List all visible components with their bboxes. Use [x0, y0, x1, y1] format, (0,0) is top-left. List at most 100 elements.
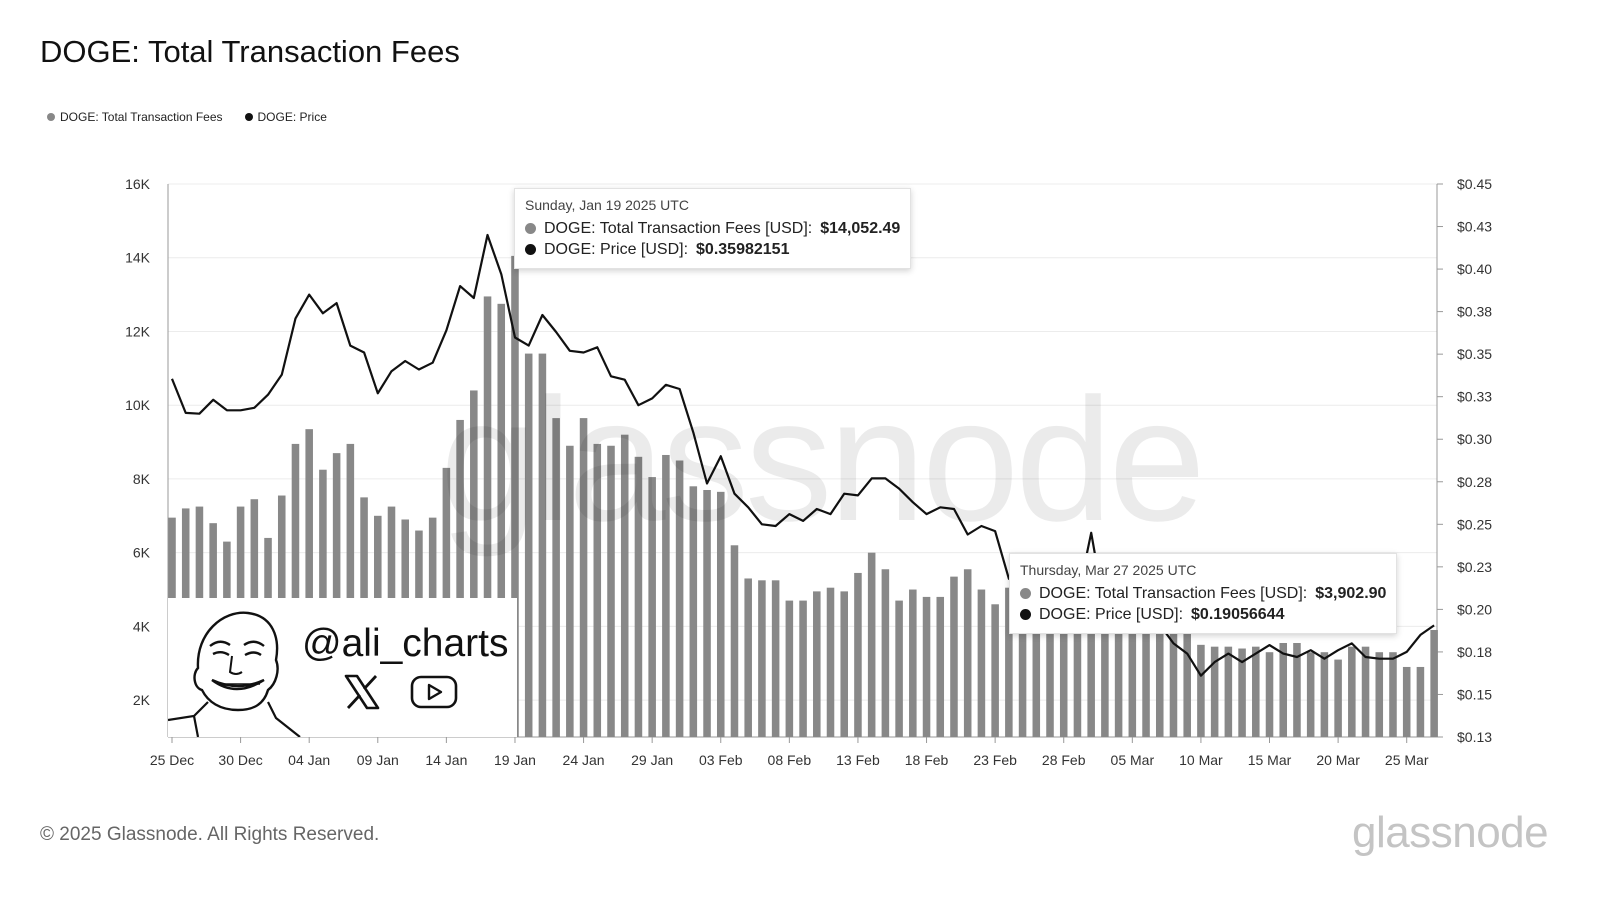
tooltip-fees-value: $14,052.49 [820, 220, 901, 237]
y-right-tick-label: $0.23 [1457, 559, 1492, 575]
fee-bar [854, 572, 862, 737]
tooltip-price-dot [1020, 609, 1031, 620]
tooltip-fees-label: DOGE: Total Transaction Fees [USD]: [544, 220, 813, 237]
y-left-tick-label: 2K [133, 692, 151, 708]
fee-bar [703, 489, 711, 737]
fee-bar [991, 604, 999, 737]
legend-item-price[interactable]: DOGE: Price [244, 110, 327, 124]
fee-bar [1375, 652, 1384, 737]
x-tick-label: 14 Jan [425, 752, 467, 768]
fee-bar [524, 353, 533, 737]
y-left-tick-label: 10K [125, 397, 151, 413]
fee-bar [305, 429, 313, 737]
fee-bar [1402, 666, 1411, 737]
fee-bar [826, 587, 835, 737]
fee-bar [840, 591, 848, 737]
fee-bar [1114, 624, 1123, 737]
tooltip-mar27: Thursday, Mar 27 2025 UTC DOGE: Total Tr… [1009, 553, 1398, 634]
tooltip-price-dot [525, 244, 536, 255]
fee-bar [922, 596, 931, 737]
fee-bar [1224, 646, 1233, 737]
fee-bar [744, 578, 752, 737]
fee-bar [1197, 644, 1205, 737]
fee-bar [1334, 659, 1342, 737]
fee-bar [950, 576, 958, 737]
fee-bar [291, 443, 300, 737]
fee-bar [1348, 646, 1356, 737]
x-tick-label: 03 Feb [699, 752, 743, 768]
fee-bar [1087, 620, 1095, 737]
tooltip-fees-dot [1020, 588, 1031, 599]
price-line [170, 233, 1435, 677]
x-tick-label: 18 Feb [905, 752, 949, 768]
x-tick-label: 25 Dec [150, 752, 194, 768]
x-tick-label: 19 Jan [494, 752, 536, 768]
fee-bar [634, 456, 643, 737]
fee-bar [497, 303, 506, 737]
x-tick-label: 04 Jan [288, 752, 330, 768]
footer-copyright: © 2025 Glassnode. All Rights Reserved. [40, 824, 380, 845]
y-right-tick-label: $0.15 [1457, 686, 1492, 702]
tooltip-date: Thursday, Mar 27 2025 UTC [1020, 562, 1197, 578]
fee-bar [675, 460, 684, 737]
y-left-tick-label: 8K [133, 471, 151, 487]
fee-bar [1059, 613, 1068, 737]
fee-bar [785, 600, 794, 737]
tooltip-fees-label: DOGE: Total Transaction Fees [USD]: [1039, 585, 1308, 602]
tooltip-fees-row: DOGE: Total Transaction Fees [USD]: $3,9… [1020, 583, 1386, 604]
x-tick-label: 10 Mar [1179, 752, 1223, 768]
fee-bar [1279, 642, 1288, 737]
fee-bar [1238, 648, 1246, 737]
x-tick-label: 25 Mar [1385, 752, 1429, 768]
x-tick-label: 05 Mar [1111, 752, 1155, 768]
y-right-tick-label: $0.30 [1457, 431, 1492, 447]
fee-bar [662, 454, 670, 737]
author-handle: @ali_charts [302, 622, 509, 665]
fee-bar [566, 445, 574, 737]
fee-bar [1183, 631, 1191, 737]
youtube-icon[interactable] [410, 674, 458, 710]
y-right-tick-label: $0.45 [1457, 176, 1492, 192]
fee-bar [620, 434, 629, 737]
y-left-tick-label: 4K [133, 618, 151, 634]
fee-bar [1073, 604, 1082, 737]
fee-bar [593, 443, 602, 737]
y-right-tick-label: $0.33 [1457, 389, 1492, 405]
legend-label-fees: DOGE: Total Transaction Fees [60, 110, 223, 124]
fee-bar [799, 600, 807, 737]
fee-bar [1155, 622, 1164, 737]
fee-bar [1046, 617, 1054, 737]
fee-bar [1430, 629, 1438, 737]
fee-bar [1389, 652, 1397, 737]
legend-item-fees[interactable]: DOGE: Total Transaction Fees [47, 110, 223, 124]
fee-bar [1101, 624, 1109, 737]
fee-bar [909, 589, 917, 737]
fee-bar [1265, 652, 1274, 737]
social-icons [342, 672, 458, 712]
x-tick-label: 15 Mar [1248, 752, 1292, 768]
x-tick-label: 30 Dec [218, 752, 262, 768]
y-right-tick-label: $0.13 [1457, 729, 1492, 745]
x-logo-icon[interactable] [342, 672, 382, 712]
y-right-tick-label: $0.25 [1457, 516, 1492, 532]
footer-logo: glassnode [1352, 808, 1549, 857]
tooltip-date: Sunday, Jan 19 2025 UTC [525, 197, 689, 213]
fee-bar [867, 552, 876, 737]
fee-bar [1018, 604, 1027, 737]
x-tick-label: 13 Feb [836, 752, 880, 768]
fee-bar [648, 477, 656, 737]
fee-bar [483, 296, 492, 737]
fee-bar [1320, 652, 1329, 737]
y-right-tick-label: $0.20 [1457, 601, 1492, 617]
fee-bar [1169, 633, 1178, 737]
fee-bar [813, 591, 821, 737]
x-tick-label: 29 Jan [631, 752, 673, 768]
tooltip-fees-dot [525, 223, 536, 234]
author-overlay [168, 598, 517, 737]
y-left-tick-label: 12K [125, 323, 151, 339]
author-avatar [168, 611, 301, 737]
fee-bar [538, 353, 547, 737]
fee-bar [346, 443, 355, 737]
fee-bar [1293, 642, 1301, 737]
